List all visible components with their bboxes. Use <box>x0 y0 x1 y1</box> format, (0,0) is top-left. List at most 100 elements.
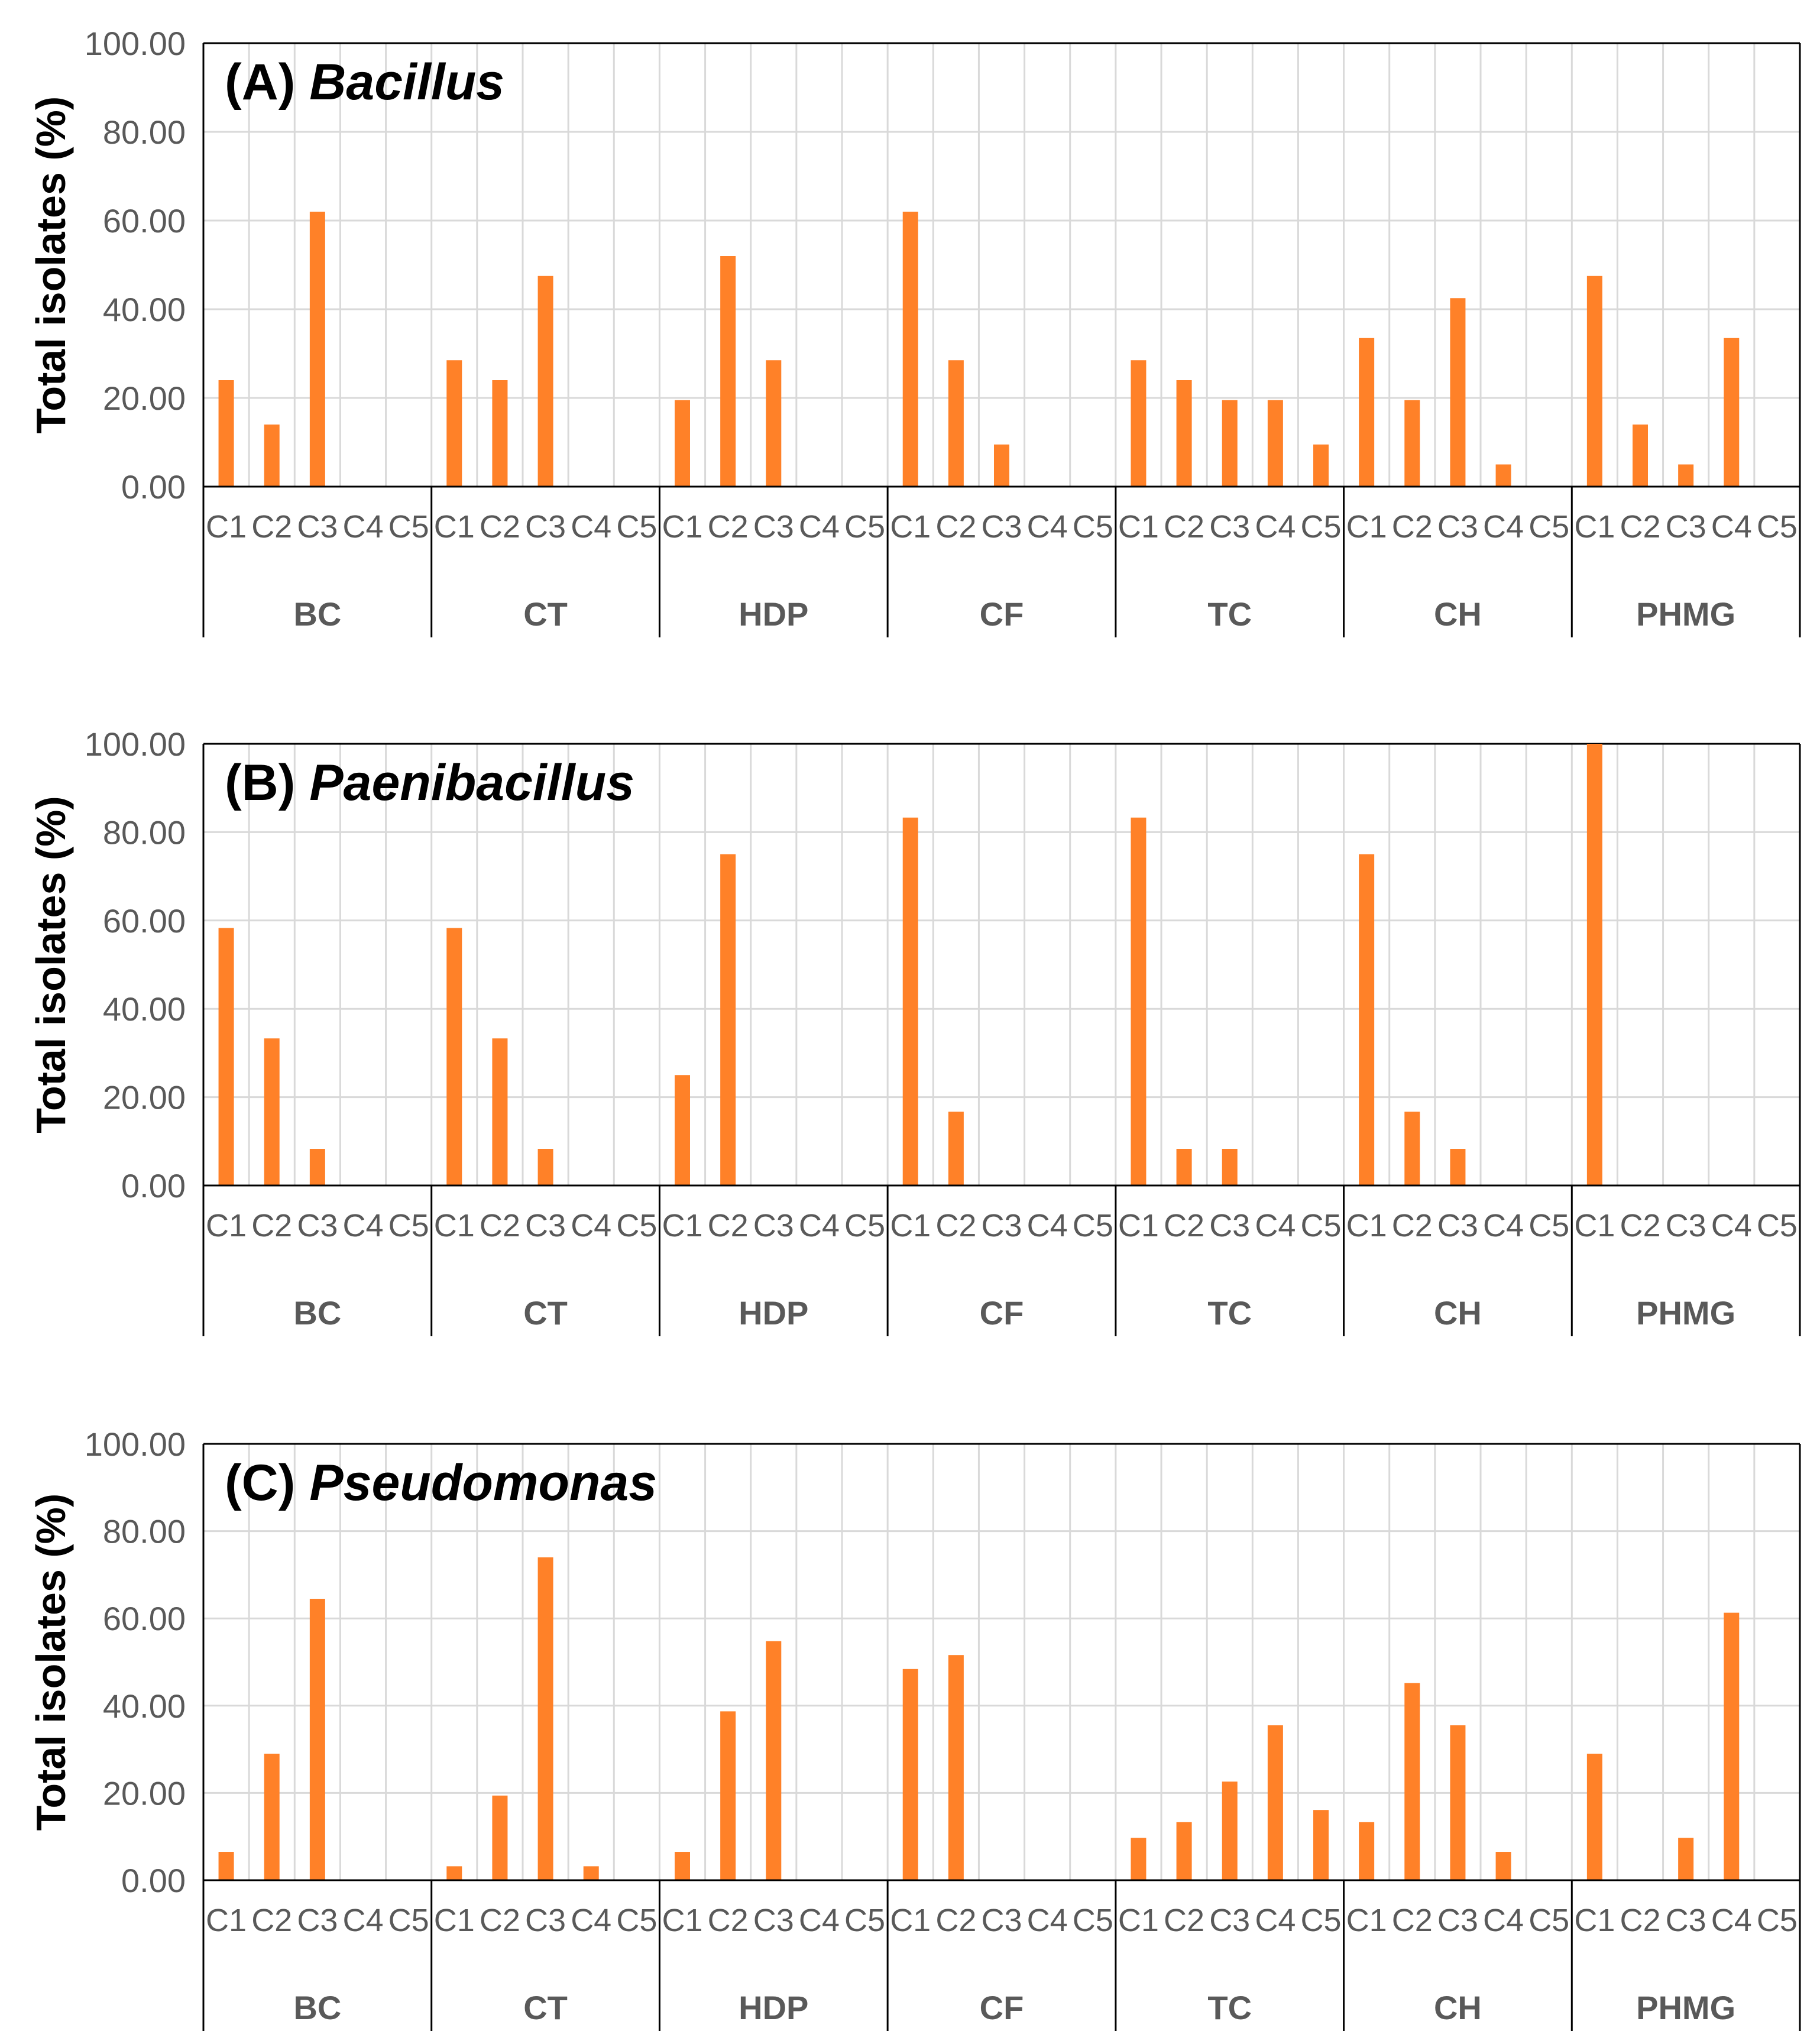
x-tick-label: C5 <box>1073 1208 1113 1243</box>
bar-BC-C3 <box>309 212 325 487</box>
x-tick-label: C3 <box>1666 1208 1706 1243</box>
x-tick-label: C1 <box>890 1208 931 1243</box>
bar-TC-C1 <box>1131 817 1147 1185</box>
bar-HDP-C1 <box>675 1852 690 1880</box>
group-label: HDP <box>739 595 808 633</box>
y-tick-label: 40.00 <box>103 1687 186 1725</box>
bar-CF-C2 <box>948 360 964 487</box>
x-tick-label: C5 <box>1528 1208 1569 1243</box>
x-tick-label: C1 <box>662 1903 702 1938</box>
y-tick-label: 60.00 <box>103 202 186 239</box>
y-axis-label: Total isolates (%) <box>28 96 74 433</box>
bar-TC-C3 <box>1222 1781 1238 1880</box>
x-tick-label: C3 <box>981 509 1022 545</box>
bar-HDP-C3 <box>766 360 782 487</box>
x-tick-label: C4 <box>1255 509 1296 545</box>
x-tick-label: C2 <box>251 1903 292 1938</box>
bar-TC-C2 <box>1176 1148 1192 1185</box>
x-tick-label: C1 <box>434 509 475 545</box>
bar-CH-C3 <box>1450 1725 1466 1880</box>
x-tick-label: C5 <box>1528 1903 1569 1938</box>
x-tick-label: C3 <box>753 1903 794 1938</box>
x-tick-label: C3 <box>1666 1903 1706 1938</box>
bar-BC-C3 <box>309 1148 325 1185</box>
x-tick-label: C4 <box>1027 1208 1068 1243</box>
bar-HDP-C1 <box>675 400 690 487</box>
bar-BC-C3 <box>309 1598 325 1880</box>
x-tick-label: C4 <box>799 1208 840 1243</box>
x-tick-label: C1 <box>662 1208 702 1243</box>
chart-title-genus: Paenibacillus <box>309 754 634 811</box>
x-tick-label: C2 <box>1164 509 1204 545</box>
chart-title: (B) Paenibacillus <box>225 754 634 811</box>
bar-CT-C3 <box>537 1148 553 1185</box>
bar-CT-C1 <box>446 928 462 1185</box>
x-tick-label: C3 <box>981 1208 1022 1243</box>
bar-BC-C1 <box>218 1852 234 1880</box>
x-tick-label: C2 <box>708 1208 749 1243</box>
x-tick-label: C5 <box>388 509 429 545</box>
x-tick-label: C5 <box>1300 1208 1341 1243</box>
chart-title: (A) Bacillus <box>225 54 504 111</box>
x-tick-label: C3 <box>1437 1903 1478 1938</box>
x-tick-label: C1 <box>1346 1208 1387 1243</box>
group-label: CT <box>523 1989 568 2026</box>
x-tick-label: C5 <box>844 509 885 545</box>
x-tick-label: C4 <box>1711 509 1752 545</box>
x-tick-label: C4 <box>342 1903 383 1938</box>
x-tick-label: C2 <box>1164 1208 1204 1243</box>
group-label: HDP <box>739 1989 808 2026</box>
x-tick-label: C1 <box>206 1208 247 1243</box>
group-label: BC <box>293 1294 341 1332</box>
bar-CF-C1 <box>902 212 918 487</box>
y-tick-label: 40.00 <box>103 291 186 328</box>
bar-BC-C2 <box>264 1038 280 1185</box>
y-tick-label: 80.00 <box>103 1513 186 1550</box>
x-tick-label: C1 <box>1118 1903 1159 1938</box>
x-tick-label: C2 <box>935 509 976 545</box>
x-tick-label: C4 <box>571 1903 611 1938</box>
bar-CF-C3 <box>994 444 1009 487</box>
x-tick-label: C4 <box>571 1208 611 1243</box>
bar-CH-C4 <box>1495 464 1511 487</box>
y-tick-label: 100.00 <box>85 25 186 62</box>
bar-CT-C1 <box>446 360 462 487</box>
x-tick-label: C1 <box>1346 509 1387 545</box>
bar-PHMG-C1 <box>1586 744 1602 1185</box>
bar-CF-C2 <box>948 1655 964 1880</box>
group-label: CF <box>980 595 1024 633</box>
y-axis-label: Total isolates (%) <box>28 796 74 1133</box>
x-tick-label: C4 <box>1483 509 1524 545</box>
x-tick-label: C3 <box>1209 1208 1250 1243</box>
bar-PHMG-C4 <box>1724 338 1740 487</box>
x-tick-label: C5 <box>844 1903 885 1938</box>
x-tick-label: C2 <box>935 1208 976 1243</box>
x-tick-label: C4 <box>1711 1208 1752 1243</box>
x-tick-label: C2 <box>1620 509 1660 545</box>
x-tick-label: C4 <box>1255 1208 1296 1243</box>
bar-PHMG-C4 <box>1724 1612 1740 1880</box>
chart-title-prefix: (B) <box>225 754 309 811</box>
y-axis-label: Total isolates (%) <box>28 1494 74 1831</box>
x-tick-label: C3 <box>525 509 566 545</box>
x-tick-label: C5 <box>1073 1903 1113 1938</box>
x-tick-label: C3 <box>525 1903 566 1938</box>
x-tick-label: C3 <box>297 1208 338 1243</box>
bar-HDP-C1 <box>675 1075 690 1185</box>
bar-CF-C2 <box>948 1112 964 1185</box>
x-tick-label: C3 <box>297 1903 338 1938</box>
x-tick-label: C1 <box>1118 1208 1159 1243</box>
x-tick-label: C2 <box>251 1208 292 1243</box>
bar-CH-C3 <box>1450 1148 1466 1185</box>
group-label: TC <box>1207 1989 1252 2026</box>
x-tick-label: C1 <box>1574 1903 1615 1938</box>
bar-PHMG-C3 <box>1678 464 1694 487</box>
bar-TC-C3 <box>1222 1148 1238 1185</box>
bar-CH-C2 <box>1404 400 1420 487</box>
x-tick-label: C3 <box>1666 509 1706 545</box>
bar-BC-C2 <box>264 425 280 487</box>
group-label: BC <box>293 1989 341 2026</box>
x-tick-label: C2 <box>480 509 520 545</box>
